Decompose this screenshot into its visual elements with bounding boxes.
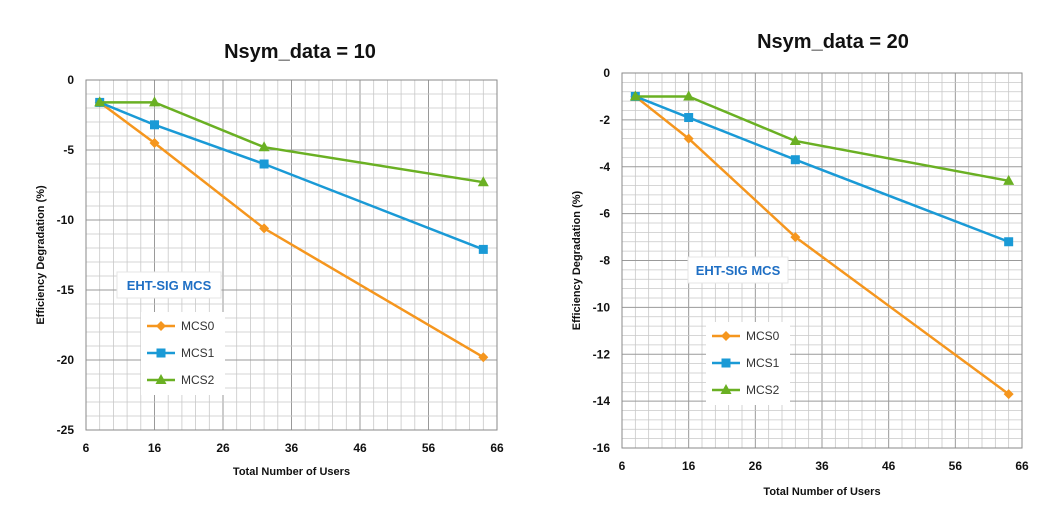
y-tick-label: -15 (57, 283, 75, 297)
legend-item-mcs2: MCS2 (712, 383, 780, 397)
legend-marker (720, 384, 732, 394)
data-point (1004, 237, 1014, 247)
data-point (789, 134, 801, 145)
data-point (1003, 389, 1014, 400)
y-tick-label: -10 (593, 300, 611, 314)
data-point (259, 223, 270, 234)
data-point (683, 133, 694, 144)
legend-item-mcs0: MCS0 (147, 319, 215, 333)
x-tick-label: 6 (83, 441, 90, 455)
data-point (150, 120, 159, 130)
legend-title-box (687, 256, 789, 284)
data-point (478, 352, 489, 363)
series-mcs2 (629, 90, 1015, 185)
data-point (149, 138, 160, 148)
legend-item-mcs2: MCS2 (147, 373, 215, 387)
x-tick-label: 36 (285, 441, 299, 455)
data-point (149, 96, 160, 107)
data-point (477, 176, 489, 187)
y-tick-label: -4 (599, 160, 610, 174)
y-tick-label: -5 (63, 143, 74, 157)
legend-marker (155, 374, 167, 384)
x-axis-label: Total Number of Users (763, 486, 880, 498)
y-tick-label: -10 (57, 213, 75, 227)
x-tick-label: 26 (749, 459, 763, 473)
legend-marker (156, 348, 166, 358)
grid (621, 72, 1023, 449)
legend-item-mcs1: MCS1 (147, 346, 215, 360)
legend-label: MCS2 (746, 383, 780, 397)
y-tick-label: -8 (599, 254, 610, 268)
chart-1: Nsym_data = 10 6 16 26 36 46 56 66 0 -5 -10 -15 -20 -… (35, 41, 504, 478)
y-tick-label: 0 (603, 66, 610, 80)
legend-title-box (116, 271, 222, 299)
data-point (790, 155, 800, 165)
x-tick-label: 46 (882, 459, 896, 473)
legend-marker (721, 331, 731, 341)
legend-marker (721, 358, 731, 368)
series-line (635, 95, 1009, 183)
x-tick-label: 46 (353, 441, 367, 455)
data-point (259, 159, 269, 169)
legend-label: MCS2 (181, 373, 215, 387)
y-axis-label: Efficiency Degradation (%) (35, 185, 47, 325)
chart-title: Nsym_data = 10 (224, 41, 376, 63)
legend: MCS0 MCS1 MCS2 (706, 322, 790, 405)
chart-title: Nsym_data = 20 (757, 31, 909, 53)
series-line (634, 95, 1010, 396)
legend-label: MCS1 (746, 356, 780, 370)
x-tick-label: 36 (815, 459, 829, 473)
chart-2: Nsym_data = 20 6 16 26 36 46 56 66 0 -2 -4 -6 -8 -10 -… (571, 31, 1029, 498)
y-tick-label: -16 (593, 441, 611, 455)
x-tick-label: 6 (619, 459, 626, 473)
x-axis-label: Total Number of Users (233, 466, 350, 478)
plot-border (85, 79, 498, 431)
legend-title: EHT-SIG MCS (696, 263, 781, 278)
y-tick-label: -25 (57, 423, 75, 437)
x-tick-label: 16 (682, 459, 696, 473)
data-point (790, 232, 801, 243)
legend-marker (156, 321, 166, 331)
legend-title: EHT-SIG MCS (127, 278, 212, 293)
data-point (258, 141, 270, 152)
series-line (98, 101, 484, 359)
legend-item-mcs1: MCS1 (712, 356, 780, 370)
legend-label: MCS1 (181, 346, 215, 360)
y-tick-label: -6 (599, 207, 610, 221)
y-tick-label: -20 (57, 353, 75, 367)
plot-border (621, 72, 1023, 449)
x-tick-label: 16 (148, 441, 162, 455)
data-point (629, 90, 641, 101)
y-tick-label: -2 (599, 113, 610, 127)
y-tick-label: -12 (593, 347, 611, 361)
x-tick-label: 66 (1015, 459, 1029, 473)
series-mcs0 (630, 91, 1014, 400)
legend-label: MCS0 (746, 329, 780, 343)
series-line (99, 101, 484, 184)
legend-label: MCS0 (181, 319, 215, 333)
series-mcs2 (94, 96, 489, 187)
x-tick-label: 56 (949, 459, 963, 473)
legend-item-mcs0: MCS0 (712, 329, 780, 343)
data-point (684, 113, 694, 123)
y-tick-label: -14 (593, 394, 611, 408)
data-point (683, 90, 695, 101)
y-axis-label: Efficiency Degradation (%) (571, 190, 583, 330)
y-tick-label: 0 (67, 73, 74, 87)
series-line (99, 101, 484, 251)
data-point (94, 96, 106, 107)
x-tick-label: 66 (490, 441, 504, 455)
series-line (634, 95, 1010, 243)
legend: MCS0 MCS1 MCS2 (141, 312, 225, 395)
x-tick-label: 26 (216, 441, 230, 455)
x-tick-label: 56 (422, 441, 436, 455)
data-point (478, 244, 488, 254)
data-point (1003, 174, 1015, 185)
